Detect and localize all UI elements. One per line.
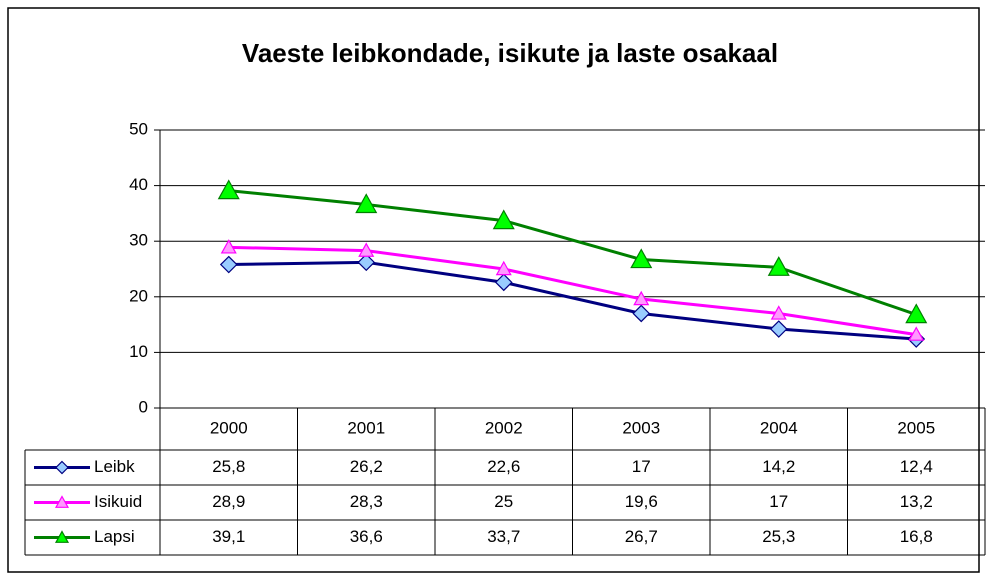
table-value: 14,2: [762, 457, 795, 476]
marker: [633, 290, 650, 306]
table-value: 28,9: [212, 492, 245, 511]
table-value: 13,2: [900, 492, 933, 511]
legend-marker: [55, 460, 69, 475]
y-tick-label: 30: [129, 231, 148, 250]
marker: [769, 320, 788, 338]
legend-marker: [54, 530, 70, 543]
x-tick-label: 2001: [347, 418, 385, 437]
table-value: 36,6: [350, 527, 383, 546]
legend-label: Isikuid: [94, 492, 142, 511]
y-tick-label: 10: [129, 342, 148, 361]
table-value: 19,6: [625, 492, 658, 511]
x-tick-label: 2000: [210, 418, 248, 437]
marker: [220, 239, 237, 254]
table-value: 26,7: [625, 527, 658, 546]
marker: [494, 273, 513, 292]
y-tick-label: 0: [139, 397, 148, 416]
table-value: 33,7: [487, 527, 520, 546]
marker: [219, 255, 238, 274]
marker: [905, 303, 928, 324]
marker: [767, 256, 790, 276]
y-tick-label: 40: [129, 175, 148, 194]
series-line: [228, 189, 917, 317]
table-value: 39,1: [212, 527, 245, 546]
marker: [908, 326, 925, 341]
legend-marker: [54, 495, 70, 508]
table-value: 17: [632, 457, 651, 476]
marker: [770, 305, 787, 320]
table-value: 26,2: [350, 457, 383, 476]
chart-border: [7, 7, 980, 573]
y-tick-label: 50: [129, 119, 148, 138]
series-line: [228, 260, 917, 341]
table-value: 28,3: [350, 492, 383, 511]
legend-label: Leibk: [94, 457, 135, 476]
x-tick-label: 2005: [897, 418, 935, 437]
x-tick-label: 2003: [622, 418, 660, 437]
marker: [355, 193, 378, 214]
table-value: 25,8: [212, 457, 245, 476]
table-value: 16,8: [900, 527, 933, 546]
marker: [495, 260, 512, 276]
marker: [358, 242, 375, 257]
table-value: 12,4: [900, 457, 933, 476]
y-tick-label: 20: [129, 286, 148, 305]
marker: [630, 248, 653, 269]
series-line: [228, 245, 917, 337]
x-tick-label: 2004: [760, 418, 798, 437]
marker: [217, 179, 240, 200]
x-tick-label: 2002: [485, 418, 523, 437]
table-value: 17: [769, 492, 788, 511]
marker: [357, 253, 376, 272]
legend-label: Lapsi: [94, 527, 135, 546]
marker: [492, 209, 515, 230]
table-value: 22,6: [487, 457, 520, 476]
marker: [632, 304, 651, 323]
chart-title: Vaeste leibkondade, isikute ja laste osa…: [242, 38, 778, 68]
table-value: 25: [494, 492, 513, 511]
table-value: 25,3: [762, 527, 795, 546]
